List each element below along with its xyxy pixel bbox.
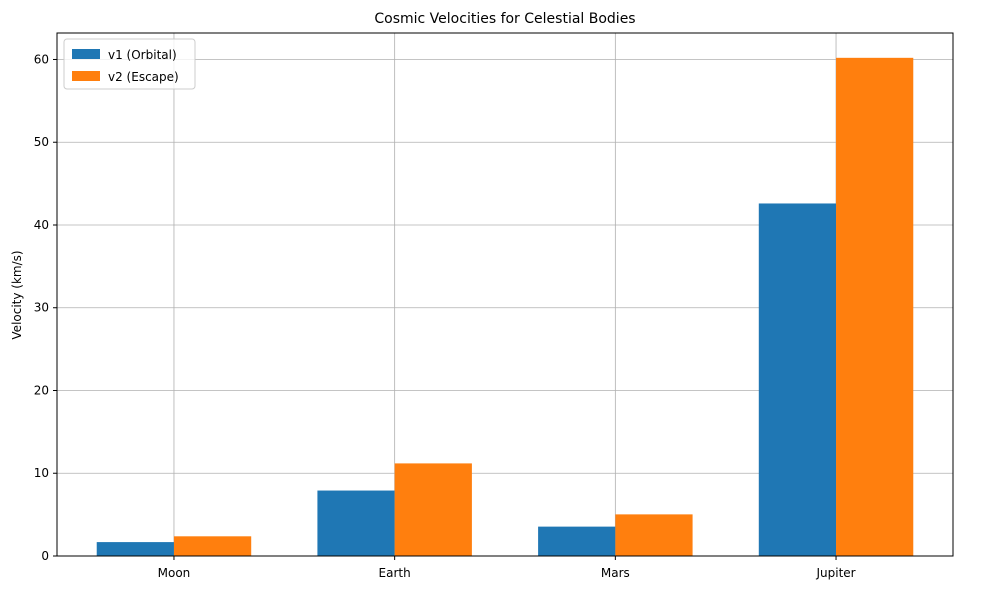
plot-frame — [56, 32, 954, 557]
legend-swatch-1 — [72, 49, 100, 59]
y-tick-label: 10 — [34, 466, 49, 480]
chart-title: Cosmic Velocities for Celestial Bodies — [374, 11, 635, 27]
bar-v1-orbital-earth — [317, 490, 395, 556]
legend-swatch-2 — [72, 71, 100, 81]
bars — [96, 57, 914, 557]
bar-v1-orbital-mars — [538, 526, 616, 556]
bar-v1-orbital-jupiter — [758, 203, 837, 557]
x-tick-label-jupiter: Jupiter — [815, 566, 855, 580]
x-tick-label-moon: Moon — [158, 566, 191, 580]
bar-v2-escape-moon — [173, 536, 252, 556]
y-tick-label: 30 — [34, 301, 49, 315]
y-tick-label: 40 — [34, 218, 49, 232]
y-tick-label: 20 — [34, 383, 49, 397]
y-axis-label: Velocity (km/s) — [10, 250, 24, 339]
x-tick-label-mars: Mars — [601, 566, 630, 580]
legend: v1 (Orbital) v2 (Escape) — [63, 38, 196, 90]
bar-v1-orbital-moon — [96, 542, 174, 556]
legend-label-1: v1 (Orbital) — [108, 48, 177, 62]
bar-v2-escape-mars — [615, 514, 693, 556]
bar-v2-escape-jupiter — [836, 57, 914, 556]
y-tick-label: 0 — [41, 549, 49, 563]
tick-labels: 0 10 20 30 40 50 60 Moon Earth Mars Jupiter — [34, 52, 856, 580]
y-tick-label: 50 — [34, 135, 49, 149]
axes — [53, 32, 954, 560]
y-tick-label: 60 — [34, 52, 49, 66]
legend-label-2: v2 (Escape) — [108, 70, 179, 84]
x-tick-label-earth: Earth — [379, 566, 411, 580]
bar-v2-escape-earth — [394, 463, 472, 556]
